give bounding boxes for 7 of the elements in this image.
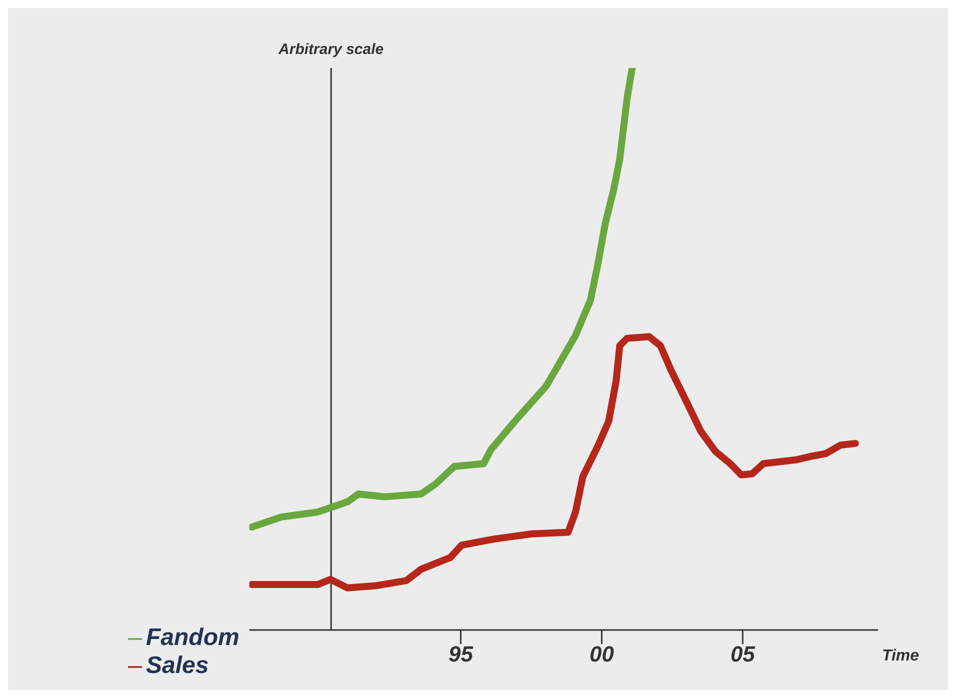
legend-label: Sales: [146, 652, 209, 679]
x-axis-title: Time: [882, 648, 920, 665]
legend-label: Fandom: [146, 624, 240, 651]
x-tick-label: 95: [448, 642, 474, 667]
y-axis-title: Arbitrary scale: [278, 41, 384, 58]
x-tick-label: 00: [589, 642, 615, 667]
x-tick-label: 05: [730, 642, 756, 667]
